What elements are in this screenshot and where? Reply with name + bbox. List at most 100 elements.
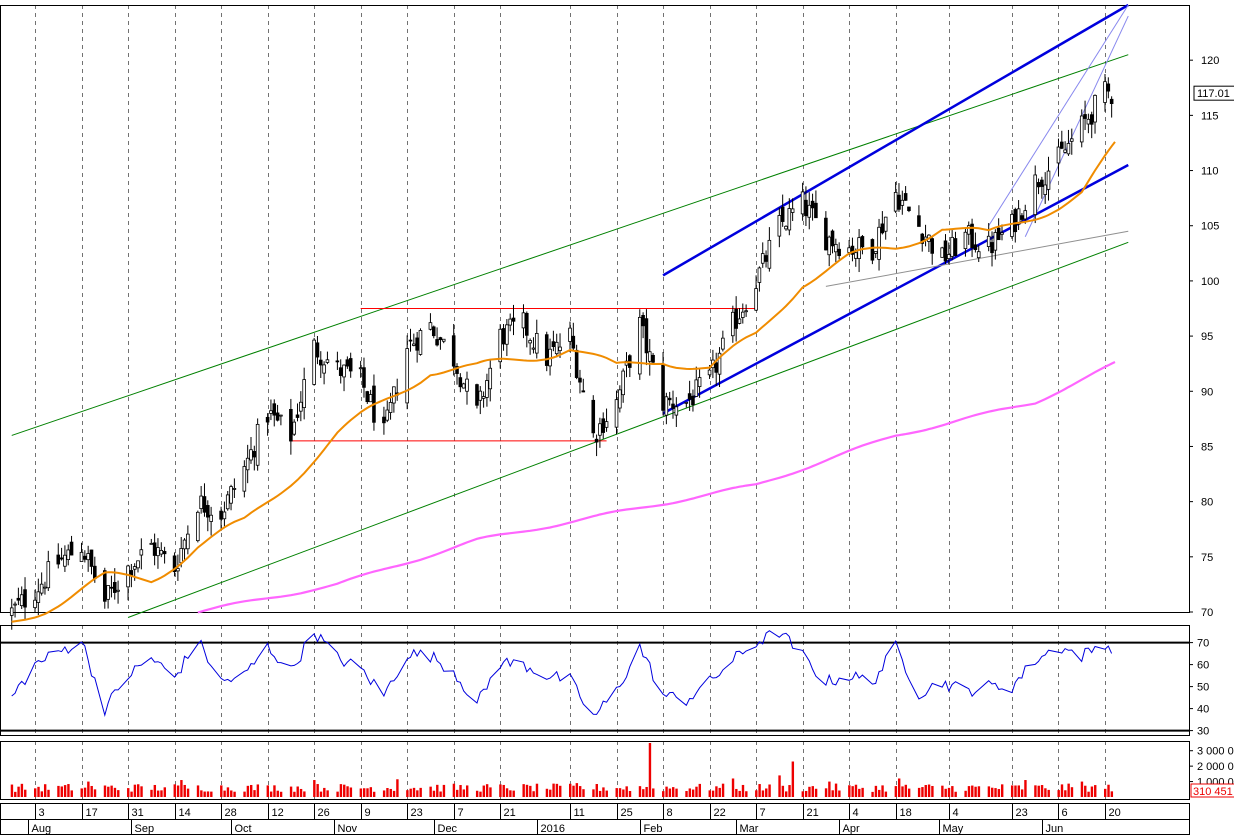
candle (814, 202, 818, 219)
candle (66, 549, 71, 560)
volume-bar (618, 788, 622, 797)
volume-bar (665, 786, 668, 797)
volume-bar (791, 761, 795, 797)
volume-bar (160, 790, 163, 797)
candle (1056, 146, 1061, 164)
day-tick-label: 7 (458, 807, 464, 819)
last-price-label: 117.01 (1197, 88, 1230, 100)
volume-bar (303, 791, 306, 797)
volume-bar (140, 786, 143, 797)
candle (880, 223, 885, 234)
candle (764, 255, 768, 262)
candle (478, 390, 483, 401)
candle (604, 421, 609, 428)
candle (33, 599, 37, 609)
volume-bar (688, 788, 692, 797)
volume-bar (1044, 788, 1047, 797)
volume-bar (525, 784, 529, 797)
candle (295, 414, 300, 418)
candle (897, 194, 901, 210)
candle (139, 549, 144, 556)
candle (651, 354, 655, 363)
volume-bar (1070, 787, 1074, 797)
candle (800, 191, 805, 215)
candle (199, 495, 203, 510)
candle (279, 414, 283, 417)
volume-bar (894, 786, 898, 797)
volume-bar (824, 788, 828, 797)
volume-bar (10, 784, 14, 797)
candle (149, 542, 154, 545)
y-tick-label: 75 (1201, 552, 1213, 564)
volume-bar (652, 788, 655, 797)
candle (591, 399, 596, 434)
y-tick-label: 115 (1201, 110, 1219, 122)
candle (860, 236, 865, 248)
volume-bar (874, 785, 878, 797)
candle (441, 338, 446, 342)
candle (601, 418, 606, 433)
candle (16, 597, 21, 601)
y-tick-label: 3 000 00 (1197, 746, 1234, 758)
candle (917, 215, 921, 227)
volume-bar (87, 781, 90, 797)
day-tick-label: 6 (1062, 807, 1068, 819)
day-tick-label: 9 (365, 807, 371, 819)
candle (1109, 98, 1114, 104)
candle (415, 337, 419, 351)
candle (451, 335, 456, 367)
candle (907, 206, 911, 212)
volume-bar (289, 786, 293, 797)
volume-bar (947, 787, 951, 797)
volume-bar (150, 789, 153, 797)
volume-bar (279, 791, 283, 797)
volume-bar (1024, 780, 1027, 797)
volume-bar (927, 784, 931, 797)
volume-bar (336, 791, 339, 797)
candle (116, 589, 120, 592)
volume-bar (715, 786, 718, 797)
month-tick-label: Apr (843, 823, 860, 835)
candle (707, 369, 712, 376)
candle (531, 347, 536, 350)
candle (664, 396, 669, 416)
month-tick-label: Dec (438, 823, 458, 835)
candle (481, 396, 486, 399)
volume-bar (406, 790, 409, 797)
candle (667, 397, 672, 401)
volume-bar (578, 786, 582, 797)
volume-bar (206, 791, 210, 797)
volume-bar (409, 788, 412, 797)
candle (534, 333, 539, 354)
volume-bar (991, 787, 994, 797)
candle (501, 328, 506, 345)
candle (684, 401, 689, 404)
volume-bar (1110, 791, 1114, 797)
y-tick-label: 105 (1201, 221, 1219, 233)
candle (824, 217, 828, 251)
volume-bar (412, 787, 416, 797)
candle (966, 225, 971, 235)
day-tick-label: 11 (574, 807, 585, 819)
y-tick-label: 50 (1197, 682, 1209, 694)
volume-bar (834, 783, 838, 797)
volume-bar (755, 790, 758, 797)
candle (106, 585, 110, 600)
candle (89, 549, 94, 567)
candle (13, 603, 17, 606)
volume-bar (987, 786, 991, 797)
volume-bar (113, 787, 117, 797)
volume-bar (765, 788, 768, 797)
date-axis: 3 17 31 14 28 12 26 9 23 7 21 11 25 8 22 7 21 4 18 4 23 6 20 Au… (0, 803, 1190, 835)
volume-bar (731, 778, 735, 797)
candle (39, 583, 44, 594)
volume-bar (522, 784, 525, 797)
candle (408, 339, 413, 342)
volume-bar (80, 788, 83, 797)
volume-bar (459, 785, 462, 797)
volume-bar (156, 790, 160, 797)
candle (299, 401, 303, 412)
volume-bar (964, 790, 967, 797)
volume-bar (220, 785, 223, 797)
